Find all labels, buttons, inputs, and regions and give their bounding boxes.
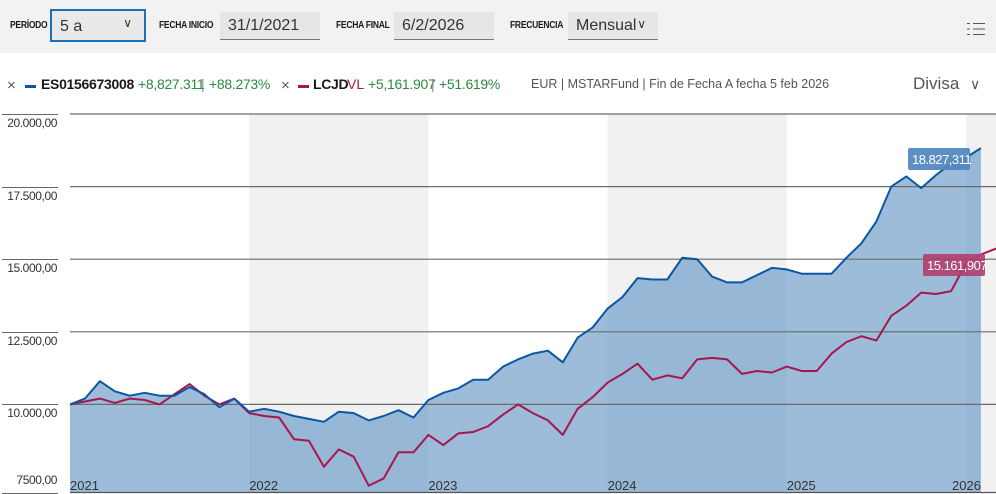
fecha-final-input[interactable]: 6/2/2026 xyxy=(394,12,494,40)
x-tick-label: 2022 xyxy=(249,478,279,493)
chevron-down-icon: ∨ xyxy=(123,16,132,30)
series-1-line xyxy=(69,147,982,423)
series-1-separator: | xyxy=(201,76,205,92)
series-2-line-extension xyxy=(980,247,996,256)
series-2-suffix: VL xyxy=(347,76,365,92)
chevron-down-icon: ∨ xyxy=(970,76,981,92)
remove-series-2-button[interactable]: × xyxy=(281,77,290,94)
series-1-change-pct: +88.273% xyxy=(209,76,271,92)
x-tick-label: 2024 xyxy=(607,478,637,493)
x-tick-label: 2021 xyxy=(70,478,99,493)
chart-info-text: EUR | MSTARFund | Fin de Fecha A fecha 5… xyxy=(531,77,830,91)
frecuencia-value: Mensual xyxy=(576,17,637,34)
x-tick-label: 2023 xyxy=(428,478,458,493)
x-tick-label: 2025 xyxy=(786,478,816,493)
fecha-inicio-input[interactable]: 31/1/2021 xyxy=(220,12,320,40)
remove-series-1-button[interactable]: × xyxy=(7,77,16,94)
y-tick-label: 7500,00 xyxy=(16,472,57,487)
frecuencia-select[interactable]: Mensual ∨ xyxy=(568,12,658,40)
series-1-change-abs: +8,827.311 xyxy=(138,76,205,92)
y-tick-label: 10.000,00 xyxy=(7,406,57,421)
y-tick xyxy=(2,114,58,115)
periodo-value: 5 a xyxy=(60,18,83,35)
frecuencia-label: FRECUENCIA xyxy=(510,20,564,31)
y-tick xyxy=(2,259,58,261)
divisa-dropdown[interactable]: Divisa xyxy=(913,74,960,93)
periodo-select[interactable]: 5 a ∨ xyxy=(50,9,146,42)
series-1-area xyxy=(70,148,981,493)
series-2-separator: | xyxy=(431,76,435,92)
list-menu-icon[interactable] xyxy=(967,22,985,36)
y-tick-label: 20.000,00 xyxy=(7,116,57,130)
x-tick-label: 2026 xyxy=(952,478,981,493)
series-2-swatch-icon xyxy=(298,85,309,88)
chart-toolbar: PERÍODO 5 a ∨ FECHA INICIO 31/1/2021 FEC… xyxy=(0,0,996,53)
series-1-swatch-icon xyxy=(25,85,36,88)
y-tick xyxy=(2,404,58,406)
series-2-change-abs: +5,161.907 xyxy=(368,76,436,92)
y-tick-label: 15.000,00 xyxy=(7,261,57,276)
series-2-change-pct: +51.619% xyxy=(439,76,501,92)
periodo-label: PERÍODO xyxy=(10,20,48,31)
fecha-inicio-value: 31/1/2021 xyxy=(228,17,300,34)
y-tick xyxy=(2,331,58,333)
series-2-line xyxy=(69,253,982,487)
y-tick-label: 12.500,00 xyxy=(7,333,57,348)
series-1-name: ES0156673008 xyxy=(41,76,134,92)
fecha-final-label: FECHA FINAL xyxy=(336,20,390,31)
y-tick-label: 17.500,00 xyxy=(7,188,57,203)
series-2-end-label-bg xyxy=(923,254,985,276)
series-1-end-label: 18.827,311 xyxy=(912,152,971,167)
band-area-overlay xyxy=(966,148,981,493)
chart-legend: × ES0156673008 +8,827.311 | +88.273% × L… xyxy=(0,74,996,96)
y-tick xyxy=(2,186,58,188)
fecha-final-value: 6/2/2026 xyxy=(402,17,465,34)
fecha-inicio-label: FECHA INICIO xyxy=(159,20,214,31)
chevron-down-icon: ∨ xyxy=(637,17,646,31)
y-tick xyxy=(2,492,58,494)
series-1-end-label-bg xyxy=(908,148,970,170)
series-2-name: LCJD xyxy=(313,76,349,92)
series-2-end-label: 15.161,907 xyxy=(927,258,987,273)
